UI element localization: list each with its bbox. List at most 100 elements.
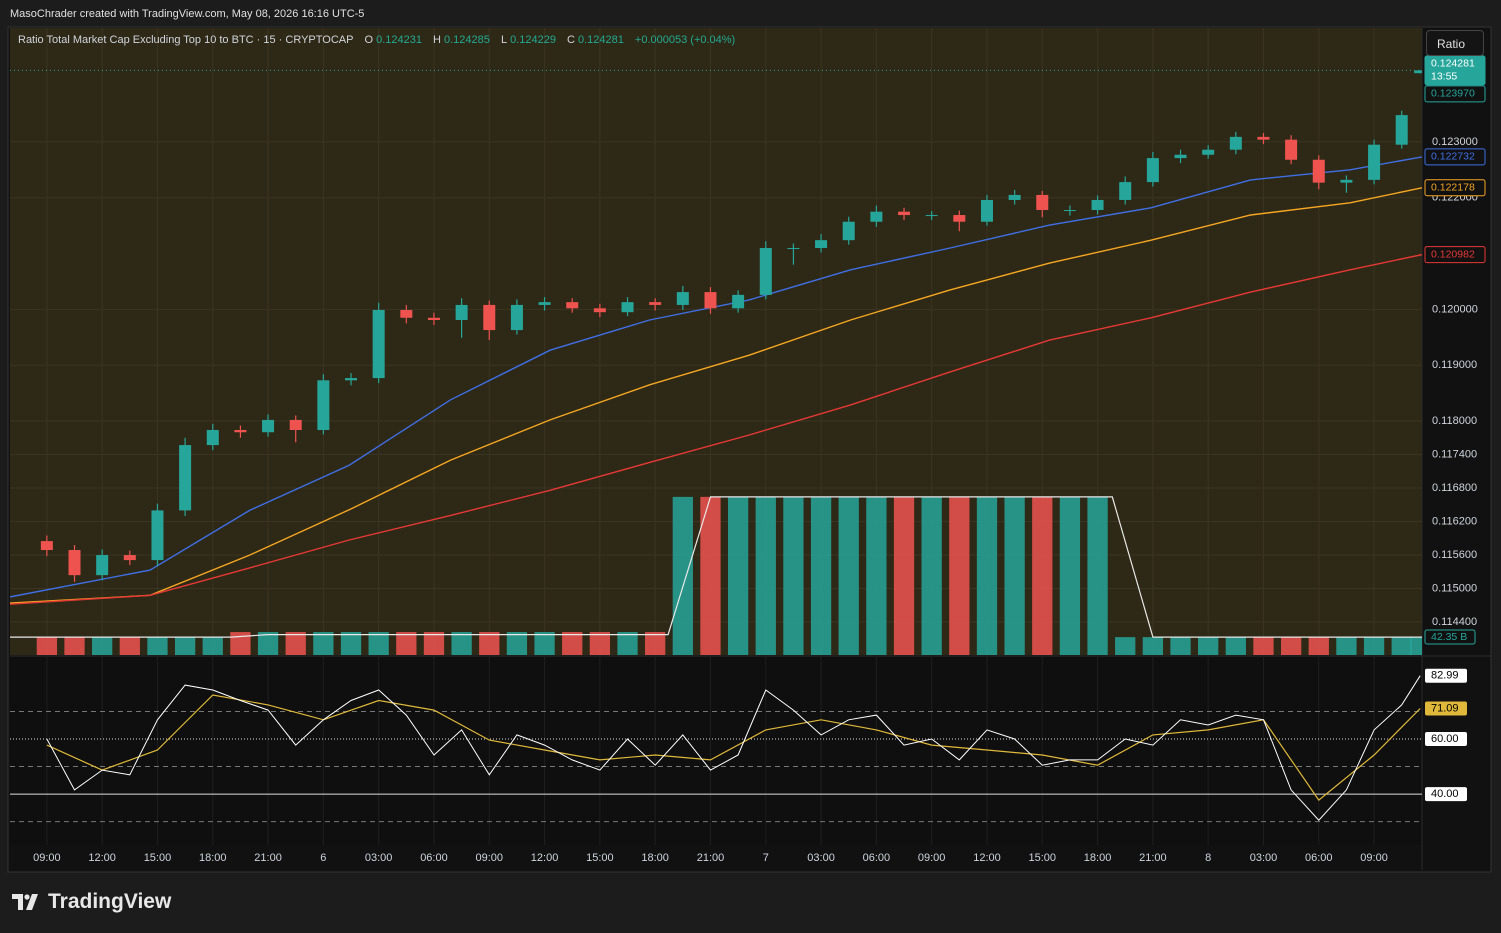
x-tick-label: 12:00 [531,852,559,864]
volume-bar [755,496,776,655]
scale-button[interactable]: Ratio [1426,30,1484,56]
candle-body [815,240,828,248]
chart: 0.1230000.1220000.1200000.1190000.118000… [7,26,1492,873]
logo-text: TradingView [48,890,172,913]
candle-body [96,555,109,576]
volume-bar [92,637,113,655]
candle-body [870,211,883,222]
volume-bar [147,637,168,655]
volume-bar [1253,637,1274,655]
rsi-tick-box [1425,787,1467,802]
volume-bar [119,637,140,655]
candle-body [538,302,551,305]
volume-bar [285,632,306,655]
volume-bar [174,637,196,655]
candle-body [40,541,53,551]
ohlc-value: 0.124281 [577,34,624,46]
candle-body [566,302,579,309]
volume-bar [921,496,942,655]
volume-bar [1198,637,1219,655]
candle-body [1174,154,1187,159]
volume-bar [396,632,417,655]
x-tick-label: 09:00 [33,852,61,864]
y-tick-label: 0.120000 [1432,303,1478,315]
volume-bar [368,632,389,655]
candle-body [179,445,192,511]
x-tick-label: 06:00 [420,852,448,864]
candle-body [1229,136,1242,150]
x-tick-label: 15:00 [1029,852,1057,864]
volume-bar [1115,637,1136,655]
volume-bar [64,637,85,655]
candle-body [621,302,634,313]
x-tick-label: 09:00 [476,852,504,864]
candle-body [372,309,385,379]
rsi-tick-box [1425,732,1467,747]
volume-bar [1391,637,1412,655]
volume-bar [645,632,666,655]
volume-bar [976,496,998,655]
candle-body [455,304,468,321]
candle-body [980,199,993,222]
ohlc-value: 0.124229 [510,34,556,46]
x-tick-label: 15:00 [144,852,172,864]
candle-body [68,550,81,576]
volume-bar [893,496,915,655]
y-tick-label: 0.119000 [1432,359,1477,371]
y-tick-label: 0.123000 [1432,136,1478,148]
candle-body [759,247,772,295]
ohlc-key: C [567,34,575,46]
volume-bar [1410,636,1422,655]
price-label: 0.124281 [1431,58,1475,70]
candle-body [345,378,358,381]
volume-bar [1004,496,1025,655]
volume-bar [451,632,472,655]
candle-body [1257,136,1270,140]
volume-bar [1225,637,1246,655]
moving-average [10,156,1422,598]
x-tick-label: 03:00 [365,852,393,864]
price-label: 0.122732 [1431,151,1475,163]
volume-label-box [1424,629,1476,645]
volume-bar [534,632,555,655]
candle-body [1202,149,1215,155]
rsi-value-label: 71.09 [1431,702,1459,714]
x-tick-label: 21:00 [254,852,282,864]
candle-body [1091,199,1104,211]
moving-average [10,187,1422,604]
candle-body [1119,182,1132,200]
candle-body [123,555,136,561]
x-tick-label: 09:00 [918,852,946,864]
y-tick-label: 0.117400 [1432,448,1477,460]
price-label: 0.122178 [1431,182,1475,194]
ohlc-value: 0.124231 [376,34,422,46]
rsi-tick-label: 40.00 [1431,788,1459,800]
x-tick-label: 7 [763,852,769,864]
price-label-box [1424,246,1486,264]
y-tick-label: 0.116200 [1432,515,1477,527]
candle-body [1312,159,1325,183]
candle-body [925,215,938,217]
candle-body [206,429,219,446]
price-label: 0.120982 [1431,248,1475,260]
y-tick-label: 0.118000 [1432,415,1477,427]
candle-body [898,211,911,216]
candle-body [953,215,966,222]
volume-bar [1142,637,1164,655]
moving-average [10,253,1422,605]
rsi-value-box [1425,668,1467,683]
candle-body [1063,210,1076,212]
ohlc-key: L [500,34,508,46]
change: +0.000053 (+0.04%) [634,34,736,46]
volume-ma [10,496,1422,638]
volume-bar [589,632,611,655]
candle-body [1395,115,1408,145]
volume-bar [36,637,58,655]
ohlc-key: O [364,34,374,46]
symbol-title: Ratio Total Market Cap Excluding Top 10 … [18,34,354,46]
candle-body [1368,144,1381,180]
x-tick-label: 8 [1205,852,1211,864]
price-label: 13:55 [1431,71,1457,83]
x-tick-label: 18:00 [641,852,669,864]
